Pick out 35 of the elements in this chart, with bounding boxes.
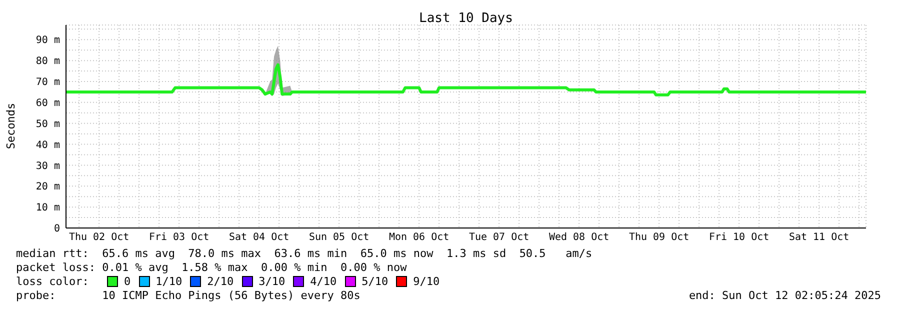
x-tick-label: Fri 10 Oct (708, 232, 770, 244)
y-tick-label: 40 m (36, 140, 60, 151)
y-tick-label: 20 m (36, 182, 60, 193)
x-tick-label: Mon 06 Oct (388, 232, 450, 244)
y-tick-label: 70 m (36, 77, 60, 88)
x-tick-label: Fri 03 Oct (148, 232, 210, 244)
legend-label: 9/10 (412, 275, 440, 288)
y-tick-label: 10 m (36, 202, 60, 214)
y-tick-label: 60 m (36, 98, 60, 109)
y-tick-label: 30 m (36, 160, 60, 172)
line-series (66, 63, 866, 96)
x-tick-label: Sat 11 Oct (788, 232, 850, 244)
text: median rtt: 65.6 ms avg 78.0 ms max 63.6 ms min 65.0 ms now 1.3 ms sd 50.5 am/s (16, 247, 592, 260)
x-tick-label: Tue 07 Oct (468, 232, 530, 244)
text: end: Sun Oct 12 02:05:24 2025 (688, 289, 881, 302)
legend-title: loss color: (16, 275, 90, 288)
legend-label: 1/10 (154, 275, 182, 288)
legend-label: 4/10 (309, 275, 337, 288)
legend-label: 2/10 (206, 275, 234, 288)
x-tick-label: Sat 04 Oct (228, 232, 290, 244)
chart-title: Last 10 Days (418, 11, 514, 26)
x-tick-label: Sun 05 Oct (308, 232, 370, 244)
y-tick-label: 0 (54, 224, 60, 235)
text: packet loss: 0.01 % avg 1.58 % max 0.00 % min 0.00 % now (16, 261, 407, 274)
y-tick-label: 50 m (36, 118, 60, 130)
x-tick-label: Thu 09 Oct (628, 232, 690, 244)
legend-label: 0 (123, 275, 131, 288)
y-tick-label: 90 m (36, 35, 60, 46)
y-tick-label: 80 m (36, 56, 60, 68)
text: probe: 10 ICMP Echo Pings (56 Bytes) every 80s (16, 289, 360, 302)
x-tick-label: Thu 02 Oct (68, 232, 130, 244)
legend-label: 5/10 (360, 275, 388, 288)
y-axis-title: Seconds (4, 102, 18, 150)
legend-label: 3/10 (258, 275, 286, 288)
x-tick-label: Wed 08 Oct (548, 232, 610, 244)
